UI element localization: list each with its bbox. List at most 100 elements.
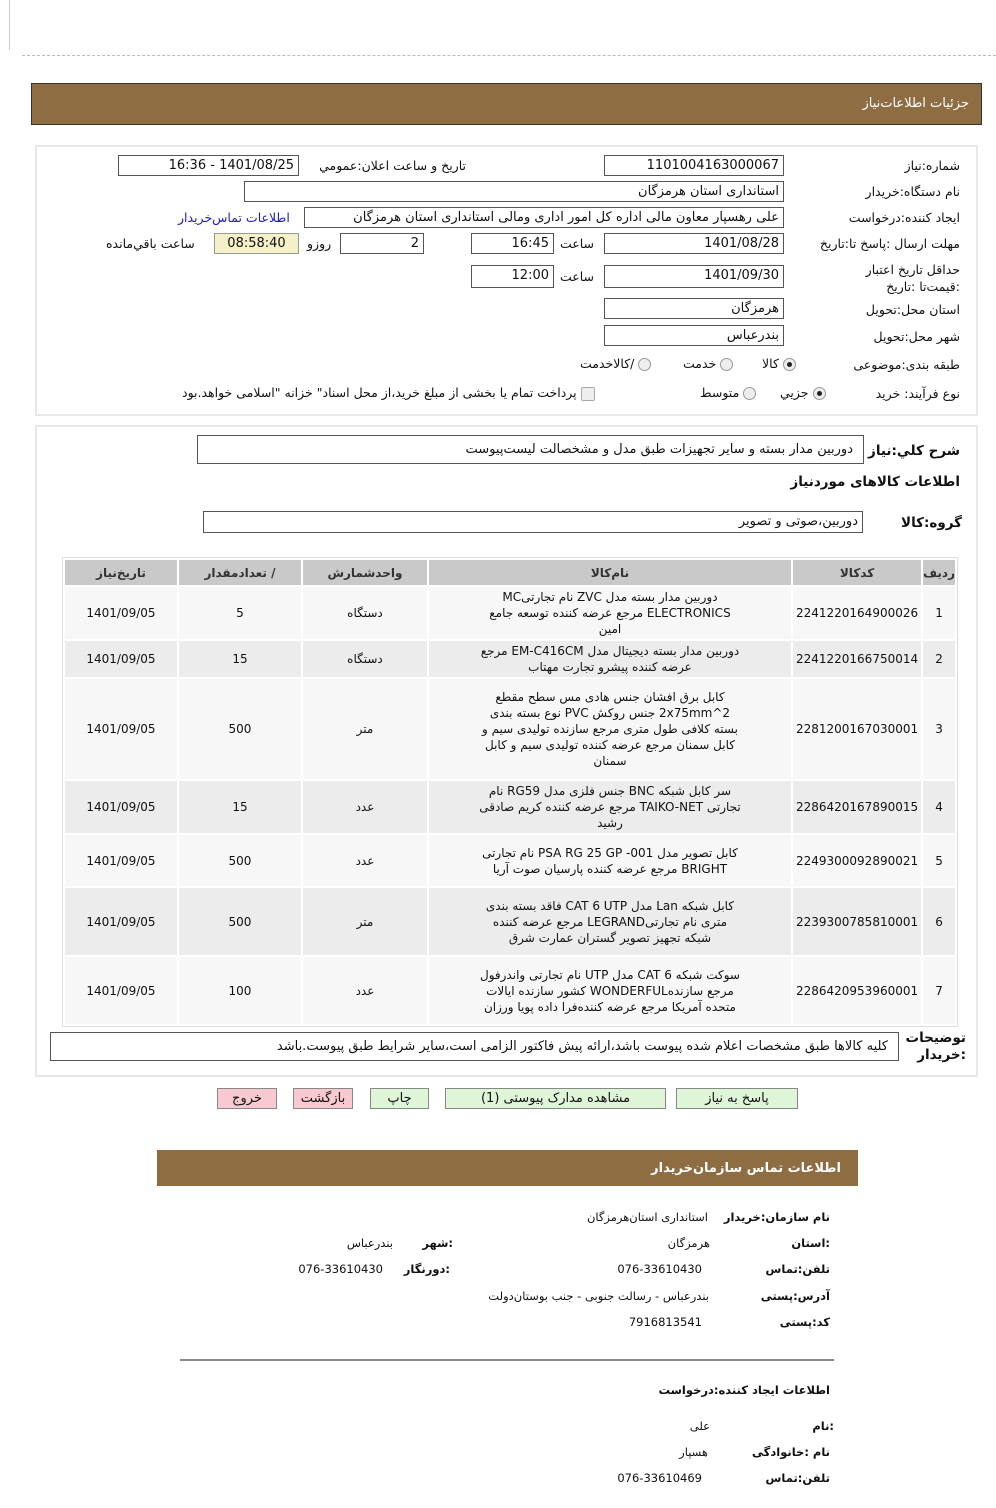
table-row: 1 2241220164900026 دوربین مدار بسته مدل ZV… bbox=[65, 587, 955, 639]
cell-code: 2281200167030001 bbox=[792, 679, 922, 779]
buyer-contact-link[interactable]: اطلاعات تماس‌خریدار bbox=[178, 210, 290, 225]
page-title: جزئیات اطلاعات‌نیاز bbox=[862, 96, 969, 111]
cell-unit: دستگاه bbox=[302, 641, 427, 677]
cell-row-number: 3 bbox=[923, 679, 955, 779]
deadline-date-field: 1401/08/28 bbox=[604, 233, 784, 254]
cell-qty: 500 bbox=[178, 679, 301, 779]
table-row: 7 2286420953960001 سوکت شبکه CAT 6 مدل UTP… bbox=[65, 957, 955, 1024]
table-row: 3 2281200167030001 کابل برق افشان جنس هادی… bbox=[65, 679, 955, 779]
days-field: 2 bbox=[340, 233, 424, 254]
province-field: هرمزگان bbox=[604, 298, 784, 319]
name-label: :نام bbox=[812, 1419, 834, 1433]
cell-date: 1401/09/05 bbox=[65, 587, 177, 639]
cell-name: کابل تصویر مدل PSA RG 25 GP -001 نام تجا… bbox=[428, 835, 791, 886]
fax-value: 076-33610430 bbox=[298, 1262, 383, 1276]
payment-checkbox-row[interactable]: پرداخت تمام یا بخشی از مبلغ خرید،از محل … bbox=[182, 385, 595, 401]
page-header: جزئیات اطلاعات‌نیاز bbox=[31, 83, 982, 125]
creator-phone-value: 076-33610469 bbox=[617, 1471, 702, 1485]
category-radio-service[interactable]: خدمت bbox=[683, 356, 734, 371]
col-qty: / تعدادمقدار bbox=[178, 560, 301, 585]
validity-date-field: 1401/09/30 bbox=[604, 265, 784, 288]
cell-code: 2241220166750014 bbox=[792, 641, 922, 677]
col-code: کدکالا bbox=[792, 560, 922, 585]
radio-selected-icon[interactable] bbox=[782, 358, 796, 371]
need-number-field: 1101004163000067 bbox=[604, 155, 784, 176]
contact-title: اطلاعات تماس سازمان‌خریدار bbox=[651, 1161, 841, 1176]
category-radio-both[interactable]: /کالاخدمت bbox=[580, 356, 652, 371]
cell-date: 1401/09/05 bbox=[65, 641, 177, 677]
cell-date: 1401/09/05 bbox=[65, 679, 177, 779]
table-row: 6 2239300785810001 کابل شبکه Lan مدل CAT 6… bbox=[65, 888, 955, 955]
cell-row-number: 5 bbox=[923, 835, 955, 886]
cell-unit: عدد bbox=[302, 835, 427, 886]
cell-unit: دستگاه bbox=[302, 587, 427, 639]
left-divider bbox=[9, 0, 10, 50]
reply-button[interactable]: پاسخ به نیاز bbox=[676, 1088, 798, 1109]
cell-row-number: 2 bbox=[923, 641, 955, 677]
table-row: 5 2249300092890021 کابل تصویر مدل PSA RG 2… bbox=[65, 835, 955, 886]
checkbox-icon[interactable] bbox=[580, 386, 595, 401]
province-label: استان محل:تحویل bbox=[865, 302, 960, 317]
cell-code: 2286420167890015 bbox=[792, 781, 922, 833]
radio-icon[interactable] bbox=[638, 358, 652, 371]
fax-label: :دورنگار bbox=[403, 1262, 450, 1276]
postal-label: کد:پستی bbox=[779, 1315, 830, 1329]
category-radio-goods[interactable]: کالا bbox=[762, 356, 796, 371]
city-label: شهر محل:تحویل bbox=[873, 329, 961, 344]
validity-time-label: ساعت bbox=[560, 269, 595, 284]
section-divider bbox=[180, 1359, 834, 1361]
org-label: نام سازمان:خریدار bbox=[723, 1210, 830, 1224]
notes-field: کلیه کالاها طبق مشخصات اعلام شده پیوست ب… bbox=[50, 1032, 899, 1061]
cell-qty: 500 bbox=[178, 888, 301, 955]
cell-unit: عدد bbox=[302, 781, 427, 833]
cell-qty: 100 bbox=[178, 957, 301, 1024]
radio-icon[interactable] bbox=[720, 358, 734, 371]
table-row: 4 2286420167890015 سر کابل شبکه BNC جنس فل… bbox=[65, 781, 955, 833]
city-field: بندرعباس bbox=[604, 325, 784, 346]
province-contact-label: :استان bbox=[791, 1236, 830, 1250]
creator-phone-label: تلفن:تماس bbox=[765, 1471, 830, 1485]
table-row: 2 2241220166750014 دوربین مدار بسته دیجیتا… bbox=[65, 641, 955, 677]
print-button[interactable]: چاپ bbox=[370, 1088, 429, 1109]
process-radio-medium[interactable]: متوسط bbox=[700, 385, 757, 400]
top-divider bbox=[22, 55, 996, 56]
cell-name: کابل برق افشان جنس هادی مس سطح مقطع 2x75… bbox=[428, 679, 791, 779]
address-value: بندرعباس - رسالت جنوبی - جنب بوستان‌دولت bbox=[488, 1289, 709, 1303]
process-radio-minor[interactable]: جزیي bbox=[780, 385, 826, 400]
group-label: گروه:کالا bbox=[901, 515, 962, 531]
notes-label: توضیحات :خریدار bbox=[905, 1030, 966, 1063]
buyer-field: استانداری استان هرمزگان bbox=[244, 181, 784, 202]
cell-date: 1401/09/05 bbox=[65, 957, 177, 1024]
validity-time-field: 12:00 bbox=[471, 265, 554, 288]
contact-header: اطلاعات تماس سازمان‌خریدار bbox=[157, 1150, 858, 1186]
cell-qty: 500 bbox=[178, 835, 301, 886]
view-documents-button[interactable]: مشاهده مدارک پیوستی (1) bbox=[445, 1088, 666, 1109]
days-label: روزو bbox=[307, 236, 332, 251]
radio-selected-icon[interactable] bbox=[812, 387, 826, 400]
cell-name: دوربین مدار بسته دیجیتال مدل EM-C416CM م… bbox=[428, 641, 791, 677]
cell-name: سوکت شبکه CAT 6 مدل UTP نام تجارتی واندر… bbox=[428, 957, 791, 1024]
remaining-timer: 08:58:40 bbox=[214, 233, 299, 254]
announce-label: تاریخ و ساعت اعلان:عمومي bbox=[319, 158, 466, 173]
cell-name: کابل شبکه Lan مدل CAT 6 UTP فاقد بسته بن… bbox=[428, 888, 791, 955]
goods-table: ردیف کدکالا نام‌کالا واحدشمارش / تعدادمق… bbox=[62, 557, 958, 1027]
radio-icon[interactable] bbox=[743, 387, 757, 400]
cell-qty: 5 bbox=[178, 587, 301, 639]
cell-row-number: 6 bbox=[923, 888, 955, 955]
creator-field: علی رهسپار معاون مالی اداره کل امور ادار… bbox=[304, 207, 784, 228]
back-button[interactable]: بازگشت bbox=[293, 1088, 353, 1109]
cell-name: دوربین مدار بسته مدل ZVC نام تجارتیMC EL… bbox=[428, 587, 791, 639]
description-label: شرح کلي:نیاز bbox=[868, 443, 960, 459]
cell-row-number: 4 bbox=[923, 781, 955, 833]
cell-name: سر کابل شبکه BNC جنس فلزی مدل RG59 نام ت… bbox=[428, 781, 791, 833]
need-number-label: شماره:نیاز bbox=[904, 158, 960, 173]
cell-date: 1401/09/05 bbox=[65, 781, 177, 833]
exit-button[interactable]: خروج bbox=[217, 1088, 277, 1109]
announce-field: 1401/08/25 - 16:36 bbox=[118, 155, 299, 176]
col-row: ردیف bbox=[923, 560, 955, 585]
phone-value: 076-33610430 bbox=[617, 1262, 702, 1276]
cell-code: 2249300092890021 bbox=[792, 835, 922, 886]
col-unit: واحدشمارش bbox=[302, 560, 427, 585]
phone-label: تلفن:تماس bbox=[765, 1262, 830, 1276]
remaining-label: ساعت باقي‌مانده bbox=[106, 236, 195, 251]
